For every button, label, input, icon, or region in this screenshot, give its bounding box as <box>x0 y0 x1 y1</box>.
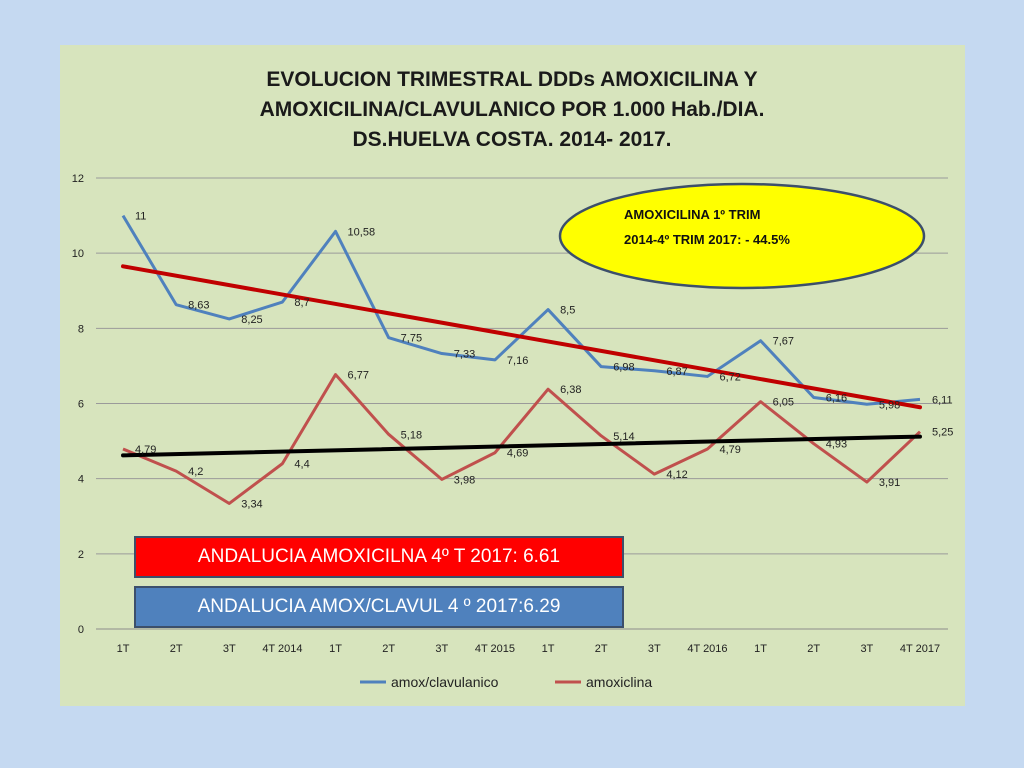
x-tick-label: 1T <box>754 643 767 655</box>
axes: 0 2 4 6 8 10 12 1T 2T 3T 4T 2014 1T 2T 3T 4T 2015 1T 2T 3… <box>72 173 940 655</box>
data-label: 8,5 <box>560 305 575 317</box>
y-tick-label: 6 <box>78 399 84 411</box>
data-label: 6,98 <box>613 362 634 374</box>
x-tick-label: 1T <box>542 643 555 655</box>
data-labels: 11 8,63 8,25 8,7 10,58 7,75 7,33 7,16 8,5 6,98 6,8… <box>135 211 953 511</box>
y-tick-label: 10 <box>72 248 84 260</box>
trendline-amox-clavulanico <box>121 264 922 410</box>
x-tick-label: 2T <box>170 643 183 655</box>
x-tick-label: 2T <box>595 643 608 655</box>
data-label: 5,14 <box>613 431 634 443</box>
data-label: 6,87 <box>666 366 687 378</box>
data-label: 4,93 <box>826 439 847 451</box>
x-tick-label: 1T <box>329 643 342 655</box>
data-label: 5,25 <box>932 427 953 439</box>
x-tick-label: 2T <box>382 643 395 655</box>
data-label: 6,77 <box>348 370 369 382</box>
x-tick-label: 4T 2017 <box>900 643 940 655</box>
y-tick-label: 8 <box>78 323 84 335</box>
legend: amox/clavulanico amoxiclina <box>360 674 652 690</box>
data-label: 8,25 <box>241 314 262 326</box>
data-label: 7,67 <box>773 336 794 348</box>
trendline-amoxiclina <box>121 434 922 458</box>
chart-title-line-3: DS.HUELVA COSTA. 2014- 2017. <box>353 128 672 151</box>
data-label: 4,79 <box>719 444 740 456</box>
data-label: 11 <box>135 211 146 223</box>
callout-line-2: 2014-4º TRIM 2017: - 44.5% <box>624 232 790 247</box>
callout-ellipse: AMOXICILINA 1º TRIM 2014-4º TRIM 2017: -… <box>558 182 926 290</box>
data-label: 3,34 <box>241 498 262 510</box>
chart-title-line-1: EVOLUCION TRIMESTRAL DDDs AMOXICILINA Y <box>266 68 757 91</box>
x-tick-label: 4T 2014 <box>262 643 302 655</box>
y-tick-label: 12 <box>72 173 84 185</box>
x-tick-label: 1T <box>117 643 130 655</box>
data-label: 5,98 <box>879 399 900 411</box>
data-label: 10,58 <box>348 226 376 238</box>
chart-title-line-2: AMOXICILINA/CLAVULANICO POR 1.000 Hab./D… <box>260 98 765 121</box>
series-line-amoxiclina <box>122 373 922 505</box>
callout-line-1: AMOXICILINA 1º TRIM <box>624 207 760 222</box>
data-label: 4,2 <box>188 466 203 478</box>
callout-shape <box>558 182 926 290</box>
data-label: 8,63 <box>188 300 209 312</box>
y-tick-label: 2 <box>78 549 84 561</box>
data-label: 6,72 <box>719 371 740 383</box>
x-tick-label: 3T <box>223 643 236 655</box>
data-label: 3,91 <box>879 477 900 489</box>
data-label: 7,75 <box>401 333 422 345</box>
x-tick-label: 4T 2015 <box>475 643 515 655</box>
data-label: 6,05 <box>773 397 794 409</box>
trendlines <box>121 264 922 458</box>
andalucia-amox-clavul-box: ANDALUCIA AMOX/CLAVUL 4 º 2017:6.29 <box>134 586 624 628</box>
series-line-amox-clavulanico <box>121 214 921 406</box>
x-tick-label: 3T <box>435 643 448 655</box>
data-label: 7,33 <box>454 349 475 361</box>
data-label: 6,11 <box>932 394 953 406</box>
x-tick-label: 3T <box>860 643 873 655</box>
data-label: 4,69 <box>507 448 528 460</box>
legend-label-amox-clavulanico: amox/clavulanico <box>391 674 499 690</box>
series <box>121 214 922 505</box>
y-tick-label: 0 <box>78 624 84 636</box>
y-tick-label: 4 <box>78 474 84 486</box>
legend-label-amoxiclina: amoxiclina <box>586 674 652 690</box>
x-tick-label: 4T 2016 <box>687 643 727 655</box>
data-label: 4,12 <box>666 469 687 481</box>
data-label: 4,79 <box>135 444 156 456</box>
andalucia-amoxicilina-box: ANDALUCIA AMOXICILNA 4º T 2017: 6.61 <box>134 536 624 578</box>
data-label: 4,4 <box>294 459 309 471</box>
data-label: 7,16 <box>507 355 528 367</box>
data-label: 8,7 <box>294 297 309 309</box>
x-tick-label: 2T <box>807 643 820 655</box>
data-label: 3,98 <box>454 474 475 486</box>
data-label: 6,38 <box>560 384 581 396</box>
data-label: 5,18 <box>401 429 422 441</box>
x-tick-label: 3T <box>648 643 661 655</box>
data-label: 6,16 <box>826 392 847 404</box>
